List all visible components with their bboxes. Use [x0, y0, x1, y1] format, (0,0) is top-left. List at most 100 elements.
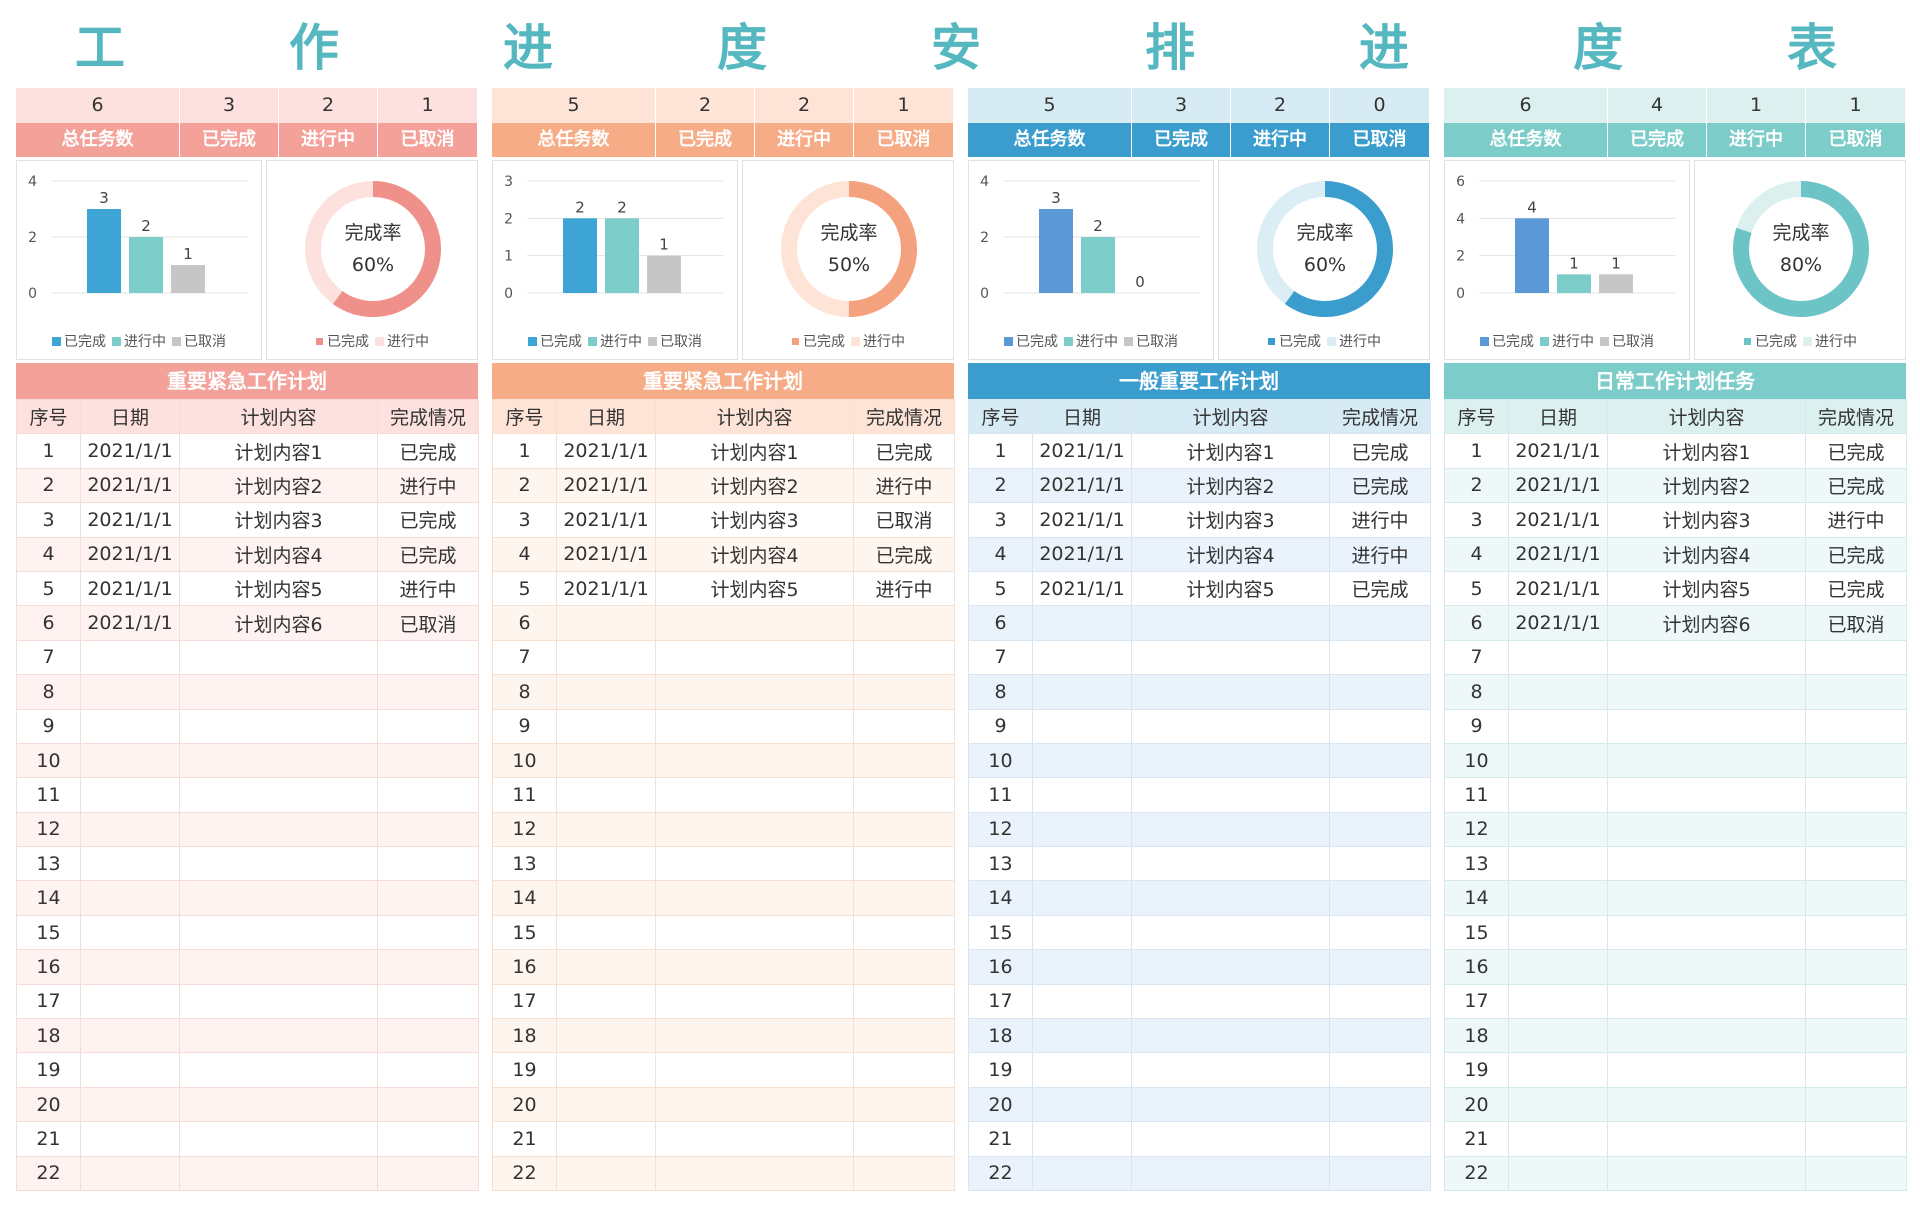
table-row[interactable]: 17 — [968, 983, 1431, 1020]
table-cell[interactable]: 2021/1/1 — [556, 467, 656, 504]
table-cell[interactable] — [655, 742, 854, 779]
table-cell[interactable] — [1508, 914, 1608, 951]
table-cell[interactable]: 进行中 — [377, 570, 479, 607]
table-row[interactable]: 10 — [1444, 742, 1907, 779]
table-cell[interactable] — [80, 742, 180, 779]
table-cell[interactable] — [655, 914, 854, 951]
table-cell[interactable] — [1508, 1086, 1608, 1123]
table-cell[interactable] — [1329, 1052, 1431, 1088]
table-cell[interactable]: 7 — [1444, 639, 1509, 676]
table-cell[interactable] — [1805, 639, 1907, 676]
table-cell[interactable]: 2021/1/1 — [80, 536, 180, 572]
table-row[interactable]: 4 2021/1/1 计划内容4 已完成 — [16, 536, 479, 572]
table-cell[interactable]: 18 — [16, 1018, 81, 1054]
table-row[interactable]: 8 — [492, 674, 955, 710]
table-cell[interactable] — [1032, 880, 1132, 916]
table-cell[interactable] — [1131, 949, 1330, 985]
table-cell[interactable] — [1032, 1052, 1132, 1088]
table-cell[interactable]: 16 — [1444, 949, 1509, 985]
table-cell[interactable]: 计划内容2 — [1607, 467, 1806, 504]
table-cell[interactable] — [853, 914, 955, 951]
table-cell[interactable] — [1508, 1155, 1608, 1191]
table-cell[interactable]: 3 — [1444, 502, 1509, 538]
table-cell[interactable]: 计划内容5 — [655, 570, 854, 607]
table-row[interactable]: 4 2021/1/1 计划内容4 已完成 — [1444, 536, 1907, 572]
table-cell[interactable] — [1329, 1018, 1431, 1054]
table-cell[interactable]: 2021/1/1 — [80, 433, 180, 469]
table-cell[interactable] — [655, 949, 854, 985]
table-cell[interactable]: 13 — [1444, 846, 1509, 882]
table-row[interactable]: 17 — [16, 983, 479, 1020]
table-cell[interactable]: 已完成 — [853, 433, 955, 469]
table-cell[interactable]: 1 — [968, 433, 1033, 469]
table-row[interactable]: 16 — [1444, 949, 1907, 985]
table-row[interactable]: 4 2021/1/1 计划内容4 进行中 — [968, 536, 1431, 572]
table-cell[interactable] — [1329, 742, 1431, 779]
table-cell[interactable] — [1805, 1086, 1907, 1123]
table-cell[interactable] — [1607, 983, 1806, 1020]
table-cell[interactable] — [1131, 1155, 1330, 1191]
table-cell[interactable] — [179, 949, 378, 985]
table-cell[interactable] — [179, 1155, 378, 1191]
table-cell[interactable] — [179, 708, 378, 744]
table-cell[interactable] — [1508, 983, 1608, 1020]
table-cell[interactable] — [1131, 880, 1330, 916]
table-row[interactable]: 13 — [492, 846, 955, 882]
table-cell[interactable]: 5 — [492, 570, 557, 607]
table-cell[interactable] — [179, 777, 378, 813]
table-row[interactable]: 21 — [492, 1121, 955, 1157]
table-cell[interactable]: 计划内容6 — [179, 605, 378, 641]
table-row[interactable]: 18 — [1444, 1018, 1907, 1054]
table-row[interactable]: 18 — [968, 1018, 1431, 1054]
table-cell[interactable] — [556, 639, 656, 676]
table-row[interactable]: 1 2021/1/1 计划内容1 已完成 — [968, 433, 1431, 469]
table-cell[interactable]: 2021/1/1 — [1032, 433, 1132, 469]
table-cell[interactable] — [1329, 639, 1431, 676]
table-cell[interactable] — [1607, 846, 1806, 882]
table-row[interactable]: 12 — [1444, 811, 1907, 848]
table-cell[interactable]: 17 — [968, 983, 1033, 1020]
table-cell[interactable]: 7 — [16, 639, 81, 676]
table-row[interactable]: 13 — [16, 846, 479, 882]
table-cell[interactable]: 6 — [492, 605, 557, 641]
table-cell[interactable] — [655, 880, 854, 916]
table-cell[interactable] — [80, 777, 180, 813]
table-row[interactable]: 2 2021/1/1 计划内容2 进行中 — [492, 467, 955, 504]
table-cell[interactable]: 已完成 — [377, 536, 479, 572]
table-cell[interactable]: 进行中 — [1329, 536, 1431, 572]
table-cell[interactable] — [1131, 1086, 1330, 1123]
table-cell[interactable]: 13 — [492, 846, 557, 882]
table-cell[interactable]: 21 — [492, 1121, 557, 1157]
table-cell[interactable] — [377, 846, 479, 882]
table-cell[interactable] — [1329, 846, 1431, 882]
table-cell[interactable]: 2021/1/1 — [556, 502, 656, 538]
table-cell[interactable]: 11 — [1444, 777, 1509, 813]
table-cell[interactable] — [853, 811, 955, 848]
table-cell[interactable]: 9 — [492, 708, 557, 744]
table-cell[interactable] — [853, 639, 955, 676]
table-cell[interactable] — [853, 1018, 955, 1054]
table-cell[interactable]: 计划内容2 — [179, 467, 378, 504]
table-cell[interactable]: 17 — [492, 983, 557, 1020]
table-cell[interactable] — [1032, 777, 1132, 813]
table-row[interactable]: 13 — [968, 846, 1431, 882]
table-cell[interactable]: 2021/1/1 — [1032, 536, 1132, 572]
table-cell[interactable] — [1508, 742, 1608, 779]
table-cell[interactable]: 14 — [1444, 880, 1509, 916]
table-cell[interactable] — [377, 1155, 479, 1191]
table-cell[interactable]: 5 — [968, 570, 1033, 607]
table-cell[interactable]: 12 — [1444, 811, 1509, 848]
table-cell[interactable]: 19 — [16, 1052, 81, 1088]
table-cell[interactable]: 18 — [492, 1018, 557, 1054]
table-row[interactable]: 22 — [1444, 1155, 1907, 1191]
table-cell[interactable] — [853, 777, 955, 813]
table-cell[interactable]: 计划内容1 — [655, 433, 854, 469]
table-cell[interactable] — [853, 1086, 955, 1123]
table-cell[interactable] — [1607, 914, 1806, 951]
table-row[interactable]: 17 — [1444, 983, 1907, 1020]
table-cell[interactable]: 4 — [968, 536, 1033, 572]
table-cell[interactable]: 16 — [492, 949, 557, 985]
table-cell[interactable] — [1607, 811, 1806, 848]
table-row[interactable]: 18 — [492, 1018, 955, 1054]
table-row[interactable]: 7 — [1444, 639, 1907, 676]
